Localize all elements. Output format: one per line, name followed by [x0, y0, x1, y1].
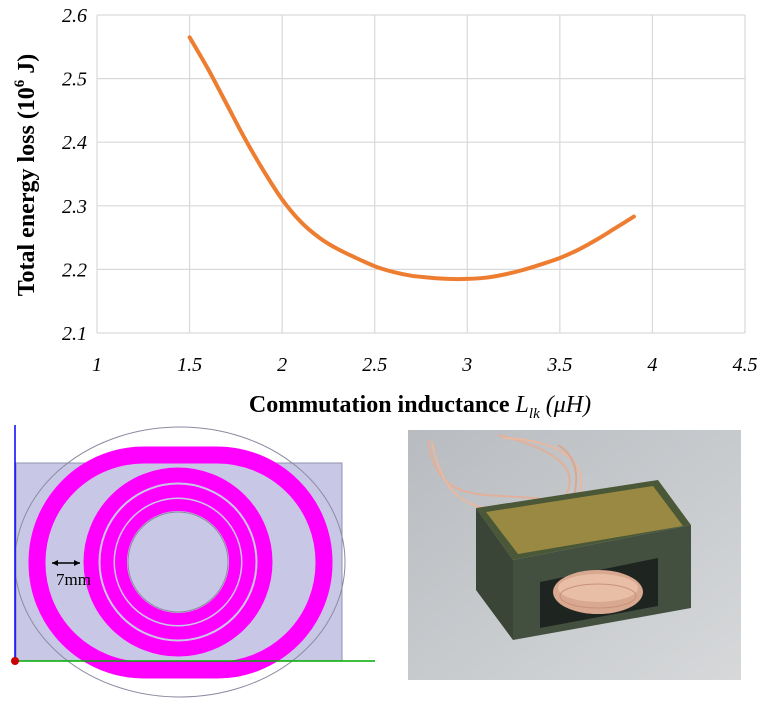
y-tick-label: 2.6 — [62, 5, 87, 27]
y-tick-label: 2.2 — [62, 259, 87, 281]
x-tick-label: 4.5 — [733, 354, 758, 376]
y-tick-label: 2.5 — [62, 69, 87, 91]
x-tick-label: 2.5 — [362, 354, 387, 376]
winding-turn-3 — [115, 499, 241, 625]
series-line — [187, 35, 636, 282]
x-tick-label: 1.5 — [177, 354, 202, 376]
y-axis-ticks: 2.1 2.2 2.3 2.4 2.5 2.6 — [62, 5, 87, 345]
x-tick-label: 2 — [277, 354, 287, 376]
winding-turn-2 — [100, 484, 256, 640]
x-tick-label: 1 — [92, 354, 102, 376]
coil-layout-diagram: 7mm — [0, 425, 375, 703]
dimension-label: 7mm — [56, 570, 91, 589]
lead-wire-1 — [427, 439, 549, 501]
inductor-photo — [408, 430, 741, 680]
core-center-leg — [127, 511, 229, 613]
y-tick-label: 2.3 — [62, 196, 87, 218]
grid — [96, 14, 746, 334]
y-tick-label: 2.4 — [62, 132, 87, 154]
x-tick-label: 3 — [461, 354, 472, 376]
core-front — [476, 508, 513, 640]
winding-turn-1 — [83, 467, 273, 657]
x-tick-label: 4 — [647, 354, 657, 376]
winding-outer — [28, 446, 333, 679]
origin-marker — [11, 657, 19, 665]
y-axis-label: Total energy loss (106 J) — [12, 54, 40, 297]
x-axis-ticks: 1 1.5 2 2.5 3 3.5 4 4.5 — [92, 354, 758, 376]
energy-loss-chart: 2.1 2.2 2.3 2.4 2.5 2.6 1 1.5 2 2.5 3 3.5 4 4.5 Tota… — [12, 5, 758, 422]
x-axis-label: Commutation inductance Llk (μH) — [249, 392, 591, 422]
tape-top — [486, 486, 683, 554]
y-tick-label: 2.1 — [62, 323, 87, 345]
x-tick-label: 3.5 — [546, 354, 572, 376]
